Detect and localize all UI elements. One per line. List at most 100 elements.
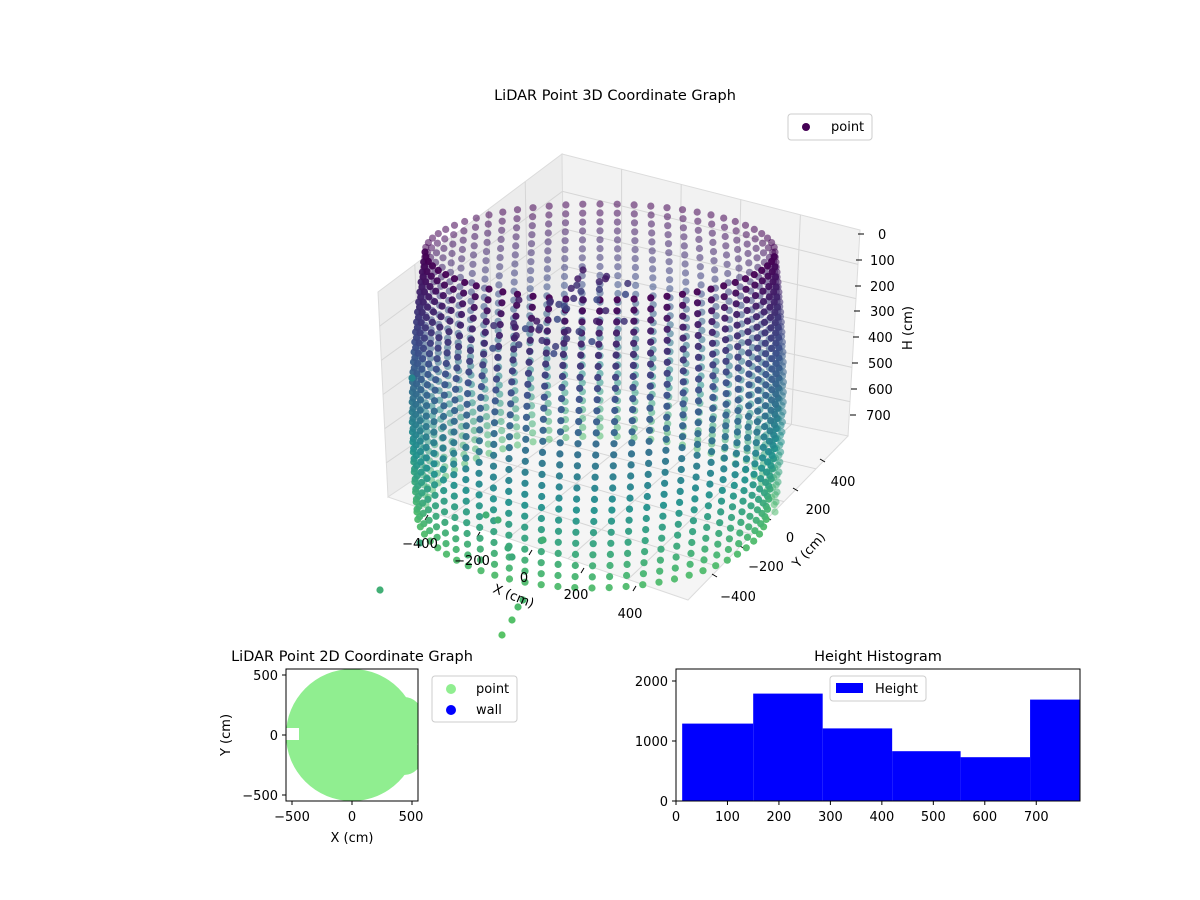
point-3d — [677, 465, 685, 474]
point-3d — [521, 512, 529, 520]
point-3d — [647, 338, 655, 346]
point-3d — [433, 239, 441, 247]
point-3d — [433, 355, 441, 363]
point-3d — [529, 292, 537, 300]
point-3d — [734, 245, 742, 254]
point-3d — [691, 484, 700, 492]
x-tick-labels-3d: −400 −200 0 200 400 — [402, 537, 642, 622]
point-3d — [482, 413, 491, 421]
histogram-bars — [682, 693, 1080, 801]
point-3d — [489, 473, 497, 481]
point-3d — [439, 423, 447, 431]
point-3d — [764, 458, 772, 466]
point-3d — [496, 263, 504, 271]
point-3d — [579, 200, 587, 208]
point-3d — [494, 353, 502, 361]
point-3d — [738, 508, 746, 516]
point-3d — [630, 210, 638, 218]
point-3d — [678, 455, 686, 463]
point-3d — [505, 564, 513, 572]
point-3d — [752, 313, 761, 321]
point-3d — [463, 411, 471, 419]
point-3d — [647, 349, 655, 357]
point-3d — [709, 404, 717, 412]
point-3d — [694, 419, 702, 427]
point-3d — [497, 310, 505, 318]
point-3d — [538, 336, 546, 345]
point-3d — [710, 257, 718, 265]
point-3d — [424, 303, 432, 311]
point-3d — [554, 571, 562, 580]
y-axis-label-3d: Y (cm) — [789, 530, 829, 572]
point-3d — [579, 266, 587, 274]
point-3d — [579, 423, 587, 431]
point-3d — [707, 296, 716, 304]
point-3d — [515, 296, 523, 304]
point-3d — [693, 288, 701, 296]
point-3d — [772, 329, 780, 337]
point-3d — [666, 276, 674, 284]
point-3d — [754, 397, 762, 405]
point-3d — [676, 487, 684, 495]
point-3d — [414, 349, 422, 357]
point-3d — [718, 486, 726, 494]
point-3d — [446, 317, 454, 325]
point-3d — [628, 428, 636, 436]
point-3d — [505, 476, 513, 485]
point-3d — [457, 264, 465, 272]
point-3d — [465, 368, 473, 376]
point-3d — [555, 300, 563, 308]
point-3d — [463, 529, 471, 538]
point-3d — [415, 339, 423, 347]
point-3d — [750, 470, 758, 478]
histogram-x-tick-label: 100 — [715, 810, 740, 825]
point-3d — [596, 245, 604, 253]
point-3d — [498, 427, 506, 435]
point-3d — [559, 361, 567, 369]
point-3d — [590, 506, 598, 515]
point-3d — [557, 417, 565, 425]
point-3d — [663, 358, 671, 366]
point-3d — [439, 465, 447, 473]
point-3d — [526, 285, 534, 293]
point-3d — [545, 211, 553, 219]
point-3d — [544, 408, 552, 416]
point-3d — [704, 502, 713, 510]
point-3d — [671, 564, 679, 572]
point-3d — [764, 272, 772, 280]
point-3d — [665, 258, 673, 266]
point-3d — [732, 460, 740, 468]
point-3d — [732, 449, 741, 457]
point-3d — [627, 472, 635, 480]
point-3d — [725, 297, 733, 305]
point-3d — [663, 391, 671, 399]
point-3d — [538, 459, 546, 467]
point-3d — [529, 204, 537, 212]
point-3d — [463, 400, 471, 408]
point-3d — [753, 254, 761, 262]
point-3d — [557, 406, 565, 414]
point-3d — [577, 351, 585, 359]
point-3d — [750, 225, 758, 233]
point-3d — [720, 214, 728, 222]
point-3d — [665, 249, 673, 257]
point-3d — [734, 255, 742, 263]
point-3d — [423, 381, 431, 389]
histogram-bar — [892, 751, 961, 801]
point-3d — [512, 233, 520, 241]
point-3d — [631, 255, 639, 263]
point-3d — [594, 362, 602, 371]
x-tick-2d: 500 — [399, 810, 424, 825]
point-3d — [745, 349, 753, 357]
point-3d — [708, 431, 716, 439]
point-3d — [529, 429, 537, 437]
point-3d — [724, 545, 733, 554]
point-3d — [467, 297, 475, 305]
point-3d — [510, 320, 518, 328]
point-3d — [672, 553, 680, 561]
point-3d — [477, 556, 485, 564]
point-3d — [663, 380, 671, 388]
x-tick-3d: 200 — [564, 588, 589, 603]
point-3d — [676, 498, 684, 506]
